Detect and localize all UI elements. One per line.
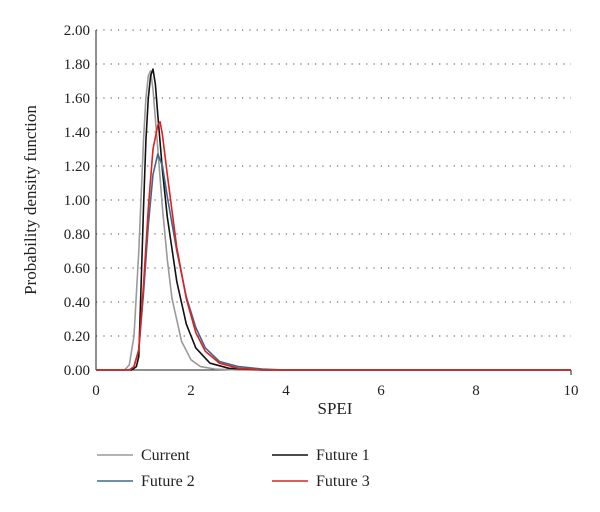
y-tick-label: 1.40 [64,125,90,141]
legend-label: Future 1 [316,447,370,464]
legend-label: Future 3 [316,473,370,490]
series-line-future-3 [96,121,571,371]
x-tick-label: 2 [187,383,195,399]
y-axis-title: Probability density function [21,105,40,295]
axes [95,30,572,375]
y-tick-label: 0.00 [64,363,90,379]
y-tick-label: 1.00 [64,193,90,209]
x-tick-label: 10 [564,383,579,399]
y-tick-label: 1.60 [64,91,90,107]
y-tick-label: 0.60 [64,261,90,277]
legend: Current Future 1 Future 2 Future 3 [97,447,370,490]
x-axis-title: SPEI [318,399,353,418]
y-tick-label: 1.80 [64,57,90,73]
series-lines [96,68,571,371]
y-tick-label: 0.40 [64,295,90,311]
legend-label: Future 2 [141,473,195,490]
x-tick-label: 4 [282,383,290,399]
legend-label: Current [141,447,190,464]
x-tick-label: 8 [472,383,480,399]
x-tick-label: 0 [92,383,100,399]
y-tick-label: 0.20 [64,329,90,345]
grid-lines [96,29,571,337]
series-line-current [96,70,571,371]
y-tick-labels: 0.00 0.20 0.40 0.60 0.80 1.00 1.20 1.40 1.60 1.80… [64,23,90,379]
x-tick-labels: 0 2 4 6 8 10 [92,383,578,399]
x-tick-label: 6 [377,383,385,399]
y-tick-label: 2.00 [64,23,90,39]
y-tick-label: 0.80 [64,227,90,243]
y-tick-label: 1.20 [64,159,90,175]
series-line-future-1 [96,68,571,371]
